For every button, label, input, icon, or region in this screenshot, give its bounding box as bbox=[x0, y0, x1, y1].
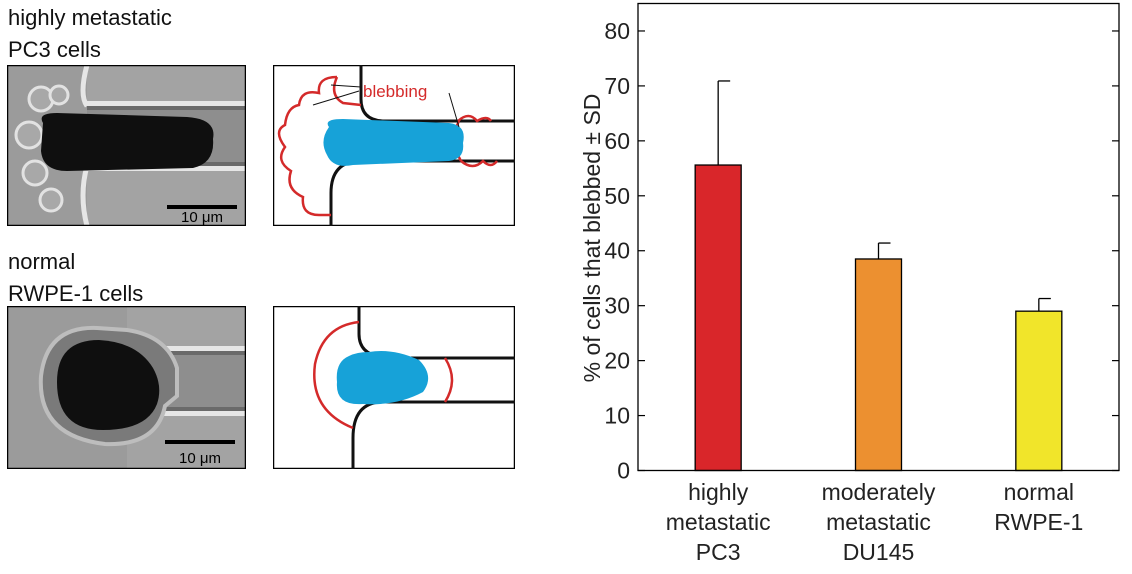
y-tick-label: 30 bbox=[604, 293, 630, 319]
pc3-caption: highly metastatic PC3 cells bbox=[8, 2, 172, 66]
pc3-membrane-outline bbox=[277, 75, 362, 217]
bleb-2 bbox=[14, 120, 44, 150]
y-tick-label: 20 bbox=[604, 348, 630, 374]
rwpe-caption-line1: normal bbox=[8, 249, 76, 274]
rwpe-cell-body bbox=[57, 340, 160, 430]
bar-1 bbox=[854, 258, 903, 472]
bar-0 bbox=[694, 164, 742, 472]
x-tick-label: metastatic bbox=[666, 509, 771, 535]
y-tick-label: 0 bbox=[617, 458, 630, 484]
rwpe-schematic bbox=[273, 306, 515, 469]
x-tick-label: RWPE-1 bbox=[994, 509, 1083, 535]
bleb-3 bbox=[21, 159, 49, 187]
y-tick-label: 60 bbox=[604, 128, 630, 154]
bleb-4 bbox=[38, 187, 64, 213]
x-tick-label: PC3 bbox=[696, 539, 741, 565]
rwpe-micrograph: 10 μm bbox=[7, 306, 246, 469]
blebbing-label: blebbing bbox=[363, 82, 427, 101]
x-tick-label: highly bbox=[688, 479, 749, 505]
rwpe-cell-schematic bbox=[336, 351, 429, 405]
pc3-cell-body bbox=[41, 113, 214, 171]
rwpe-caption: normal RWPE-1 cells bbox=[8, 246, 143, 310]
x-tick-label: moderately bbox=[822, 479, 936, 505]
bar-2 bbox=[1015, 310, 1063, 472]
rwpe-membrane-outline bbox=[313, 320, 454, 430]
bar-chart: % of cells that blebbed ± SD 0 10 20 30 40 50… bbox=[579, 2, 1120, 565]
y-axis-label-group: % of cells that blebbed ± SD bbox=[579, 94, 605, 383]
y-tick-label: 40 bbox=[604, 238, 630, 264]
rwpe-scale-label: 10 μm bbox=[179, 450, 221, 467]
y-tick-label: 10 bbox=[604, 403, 630, 429]
plot-frame bbox=[637, 2, 1120, 472]
x-tick-label: normal bbox=[1004, 479, 1074, 505]
y-tick-label: 50 bbox=[604, 183, 630, 209]
rwpe-caption-line2: RWPE-1 cells bbox=[8, 281, 144, 306]
x-tick-label: DU145 bbox=[843, 539, 915, 565]
pc3-cell-schematic bbox=[323, 119, 464, 166]
pc3-schematic: blebbing bbox=[273, 65, 515, 226]
pc3-caption-line1: highly metastatic bbox=[8, 5, 172, 30]
y-tick-label: 80 bbox=[604, 18, 630, 44]
x-tick-label: metastatic bbox=[826, 509, 931, 535]
pc3-micrograph: 10 μm bbox=[7, 65, 246, 226]
y-tick-label: 70 bbox=[604, 73, 630, 99]
pc3-scale-label: 10 μm bbox=[181, 209, 223, 226]
y-axis-label: % of cells that blebbed ± SD bbox=[579, 94, 605, 383]
pc3-caption-line2: PC3 cells bbox=[8, 37, 101, 62]
bleb-5 bbox=[48, 84, 70, 106]
